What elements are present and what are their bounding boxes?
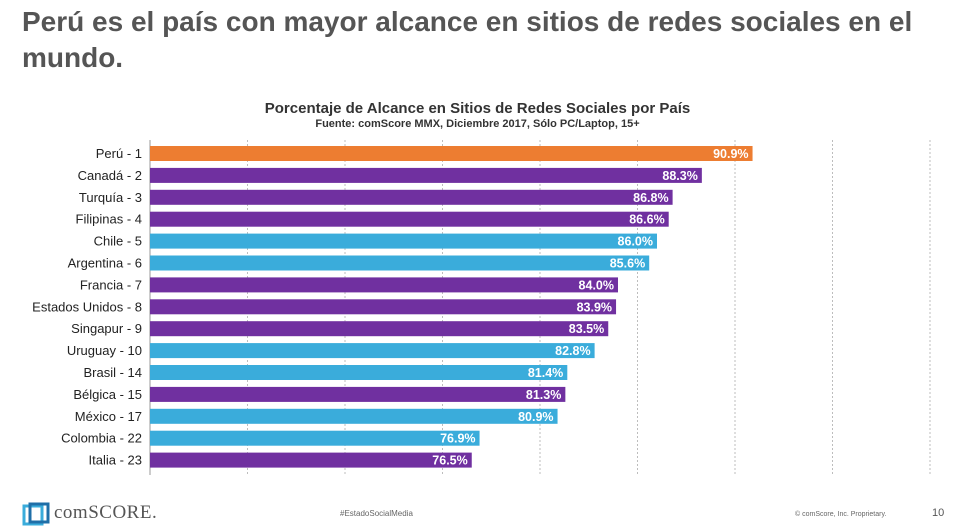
data-label: 86.6%	[629, 213, 664, 227]
bar-chart: Perú - 1 Canadá - 2 Turquía - 3 Filipinas -…	[32, 140, 931, 475]
bar	[150, 321, 609, 337]
category-label: Singapur - 9	[71, 321, 142, 336]
bar	[150, 299, 617, 315]
category-label: Perú - 1	[96, 146, 142, 161]
category-label: Filipinas - 4	[76, 212, 142, 227]
data-label: 84.0%	[579, 278, 614, 292]
bar	[150, 277, 618, 293]
slide-title: Perú es el país con mayor alcance en sit…	[22, 6, 913, 73]
category-label: Estados Unidos - 8	[32, 299, 142, 314]
category-label: Brasil - 14	[83, 365, 142, 380]
bar	[150, 233, 657, 249]
data-label: 81.4%	[528, 366, 563, 380]
bar	[150, 255, 650, 271]
bar	[150, 146, 753, 161]
page-number: 10	[932, 507, 945, 519]
bar	[150, 189, 673, 205]
bar	[150, 430, 480, 446]
data-label: 80.9%	[518, 410, 553, 424]
data-label: 90.9%	[713, 147, 748, 161]
data-label: 83.9%	[577, 300, 612, 314]
data-label: 76.5%	[432, 454, 467, 468]
category-label: Bélgica - 15	[73, 387, 142, 402]
chart-subtitle: Fuente: comScore MMX, Diciembre 2017, Só…	[315, 118, 640, 130]
data-label: 88.3%	[662, 169, 697, 183]
chart-category-labels: Perú - 1 Canadá - 2 Turquía - 3 Filipinas -…	[32, 146, 142, 468]
data-label: 81.3%	[526, 388, 561, 402]
bar	[150, 343, 595, 359]
data-label: 86.0%	[618, 235, 653, 249]
bar	[150, 167, 702, 183]
data-label: 85.6%	[610, 257, 645, 271]
category-label: Turquía - 3	[79, 190, 142, 205]
chart-bars	[150, 146, 753, 468]
category-label: Colombia - 22	[61, 431, 142, 446]
category-label: Chile - 5	[94, 234, 142, 249]
comscore-logo-text: comSCORE.	[54, 502, 158, 523]
data-label: 76.9%	[440, 432, 475, 446]
data-label: 83.5%	[569, 322, 604, 336]
category-label: México - 17	[75, 409, 142, 424]
data-label: 82.8%	[555, 344, 590, 358]
bar	[150, 408, 558, 424]
category-label: Italia - 23	[89, 453, 142, 468]
chart-data-labels: 90.9% 88.3% 86.8% 86.6% 86.0% 85.6% 84.0% 83.9%…	[432, 147, 748, 468]
chart-title: Porcentaje de Alcance en Sitios de Redes…	[264, 100, 691, 117]
comscore-logo-icon	[22, 502, 50, 526]
copyright: © comScore, Inc. Proprietary.	[795, 511, 887, 518]
hashtag: #EstadoSocialMedia	[340, 509, 413, 518]
category-label: Francia - 7	[80, 277, 142, 292]
category-label: Argentina - 6	[68, 256, 142, 271]
bar	[150, 365, 568, 380]
category-label: Uruguay - 10	[67, 343, 142, 358]
bar	[150, 211, 669, 227]
data-label: 86.8%	[633, 191, 668, 205]
bar	[150, 386, 566, 402]
bar	[150, 452, 472, 468]
category-label: Canadá - 2	[78, 168, 142, 183]
